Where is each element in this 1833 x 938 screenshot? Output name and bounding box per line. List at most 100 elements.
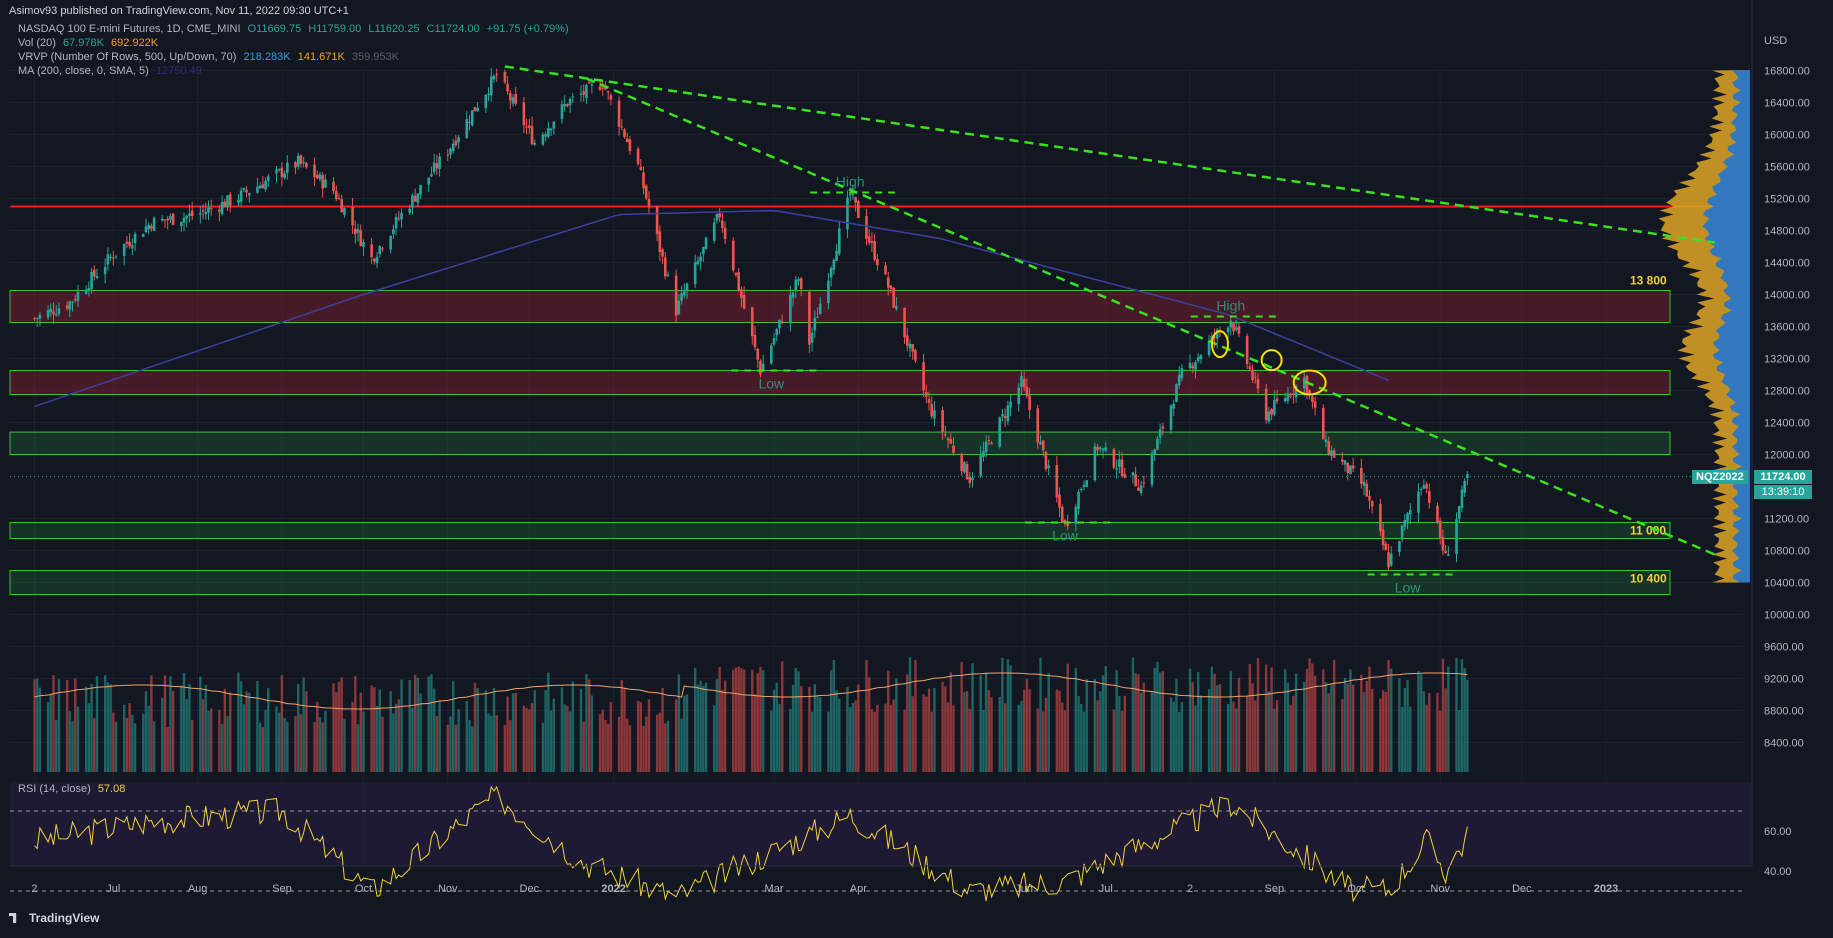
candle-body <box>1058 494 1061 508</box>
candle-body <box>492 75 496 80</box>
volume-bar <box>666 720 670 772</box>
candle-body <box>952 445 955 453</box>
volume-bar <box>971 663 974 772</box>
volume-bar <box>522 705 526 772</box>
candle-body <box>313 164 316 178</box>
candle-body <box>1379 504 1382 532</box>
volume-bar <box>84 686 88 772</box>
candle-body <box>990 442 993 445</box>
candle-body <box>1384 543 1388 551</box>
candle-body <box>1422 485 1426 489</box>
volume-bar <box>142 713 145 772</box>
volume-bar <box>1444 688 1447 772</box>
candle-body <box>753 334 757 348</box>
volume-bar <box>609 702 613 772</box>
trendline <box>585 77 1716 556</box>
volume-bar <box>794 667 797 772</box>
volume-bar <box>509 720 512 772</box>
candle-body <box>237 199 240 203</box>
x-tick-label: Nov <box>438 883 458 895</box>
rsi-tick-label: 40.00 <box>1764 866 1792 878</box>
volume-bar <box>182 672 186 772</box>
candle-body <box>427 177 431 185</box>
candle-body <box>628 139 632 152</box>
volume-bar <box>492 688 496 772</box>
candle-body <box>639 166 643 170</box>
candle-body <box>514 94 518 104</box>
candle-body <box>984 441 988 453</box>
volume-bar <box>645 716 648 772</box>
candle-body <box>506 83 509 92</box>
candle-body <box>1099 447 1102 450</box>
volume-bar <box>210 708 213 772</box>
candle-body <box>125 241 129 244</box>
candle-body <box>103 266 107 275</box>
volume-bar <box>925 696 928 772</box>
volume-bar <box>144 691 148 772</box>
candle-body <box>1044 452 1048 470</box>
candle-body <box>1256 379 1260 389</box>
open-value: O11669.75 <box>247 23 302 35</box>
x-tick-label: Mar <box>765 883 784 895</box>
volume-bar <box>1341 698 1344 772</box>
candle-body <box>1428 491 1431 503</box>
candle-body <box>1455 519 1458 554</box>
volume-bar <box>1322 669 1325 772</box>
y-tick-label: 14400.00 <box>1764 258 1810 270</box>
candle-body <box>582 91 586 95</box>
candle-body <box>495 74 499 76</box>
volume-bar <box>87 703 91 772</box>
volume-bar <box>677 674 681 772</box>
candle-body <box>296 155 300 167</box>
candle-body <box>930 403 934 417</box>
candle-body <box>1436 505 1439 523</box>
candle-body <box>166 218 170 221</box>
candle-body <box>1158 429 1162 438</box>
candle-body <box>1229 320 1233 328</box>
candle-body <box>647 198 651 208</box>
volume-bar <box>332 683 335 772</box>
candle-body <box>851 193 855 195</box>
candle-body <box>38 314 42 319</box>
price-axis-background <box>1752 0 1833 911</box>
candle-body <box>666 274 670 276</box>
candle-body <box>489 76 493 96</box>
candle-body <box>1060 506 1064 522</box>
volume-bar <box>816 695 819 772</box>
candle-body <box>587 81 591 84</box>
volume-bar <box>297 683 300 772</box>
volume-bar <box>734 667 738 772</box>
x-tick-label: 2 <box>31 883 37 895</box>
volume-bar <box>112 712 115 772</box>
candle-body <box>1408 509 1412 515</box>
volume-bar <box>715 679 719 772</box>
volume-bar <box>1232 701 1235 772</box>
candle-body <box>598 86 602 90</box>
candle-body <box>470 110 474 126</box>
candle-body <box>1237 326 1241 334</box>
x-tick-label: Jul <box>106 883 120 895</box>
candle-body <box>247 193 251 196</box>
volume-bar <box>316 701 319 772</box>
candle-body <box>389 236 392 250</box>
candle-body <box>1438 520 1442 539</box>
candle-body <box>122 244 126 256</box>
zone-label: 11 000 <box>1630 524 1666 538</box>
publish-header: Asimov93 published on TradingView.com, N… <box>9 5 349 17</box>
candle-body <box>674 275 678 316</box>
candle-body <box>171 213 175 225</box>
candle-body <box>1118 459 1121 467</box>
volume-bar <box>152 721 156 772</box>
volume-bar <box>876 704 879 772</box>
tradingview-brand[interactable]: TradingView <box>9 911 99 925</box>
candle-body <box>128 241 131 247</box>
candle-body <box>794 279 798 291</box>
volume-bar <box>620 680 623 772</box>
candle-body <box>169 216 172 220</box>
x-tick-label: Nov <box>1430 883 1450 895</box>
volume-bar <box>742 669 746 772</box>
candle-body <box>723 227 727 240</box>
candle-body <box>1286 393 1290 401</box>
candle-body <box>487 93 490 95</box>
